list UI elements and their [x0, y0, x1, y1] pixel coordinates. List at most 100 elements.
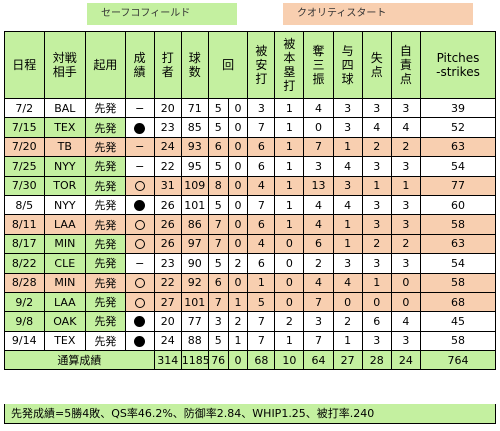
header-hits: 被安打: [247, 31, 276, 99]
loss-dot-icon: [134, 122, 146, 134]
game-walks: 4: [332, 156, 363, 177]
game-date: 7/25: [4, 156, 45, 177]
header-innings: 回: [207, 31, 249, 99]
game-earned-runs: 2: [390, 136, 421, 158]
header-earned-runs: 自責点: [390, 31, 421, 99]
game-result: [124, 214, 155, 235]
game-runs: 3: [361, 194, 392, 216]
game-pitches: 92: [180, 272, 209, 293]
game-date: 7/15: [4, 117, 45, 138]
pitching-log-table: 日程 対戦 相手 起用 成績 打者 球数 回 被安打 被本塁打 奪三振 与四球 失…: [4, 31, 497, 371]
game-walks: 1: [332, 233, 363, 255]
game-strikeouts: 6: [303, 233, 334, 255]
game-result: −: [124, 156, 155, 177]
game-role: 先発: [85, 311, 126, 332]
game-innings: 7: [207, 291, 229, 313]
game-hits: 7: [247, 117, 276, 138]
season-summary: 先発成績=5勝4敗、QS率46.2%、防御率2.84、WHIP1.25、被打率.…: [4, 404, 496, 424]
game-innings-fraction: 1: [227, 330, 249, 352]
game-pitches: 85: [180, 117, 209, 138]
header-role: 起用: [85, 31, 126, 99]
game-innings: 8: [207, 175, 229, 196]
game-role: 先発: [85, 291, 126, 313]
game-walks: 3: [332, 117, 363, 138]
game-innings: 6: [207, 272, 229, 293]
game-strikeouts: 4: [303, 97, 334, 119]
game-role: 先発: [85, 272, 126, 293]
game-home-runs: 0: [274, 291, 305, 313]
game-batters: 20: [153, 311, 182, 332]
game-walks: 1: [332, 214, 363, 235]
header-pitches-strikes: Pitches -strikes: [419, 31, 497, 99]
game-row: 8/17 MIN 先発 26 97 7 0 4 0 6 1 2 2 63: [4, 233, 497, 255]
game-role: 先発: [85, 330, 126, 352]
game-batters: 27: [153, 291, 182, 313]
game-row: 8/28 MIN 先発 22 92 6 0 1 0 4 4 1 0 58: [4, 272, 497, 293]
totals-innings: 76: [207, 350, 229, 371]
no-decision-dash-icon: −: [135, 101, 145, 115]
game-earned-runs: 3: [390, 253, 421, 274]
game-result: −: [124, 136, 155, 158]
totals-label: 通算成績: [4, 350, 155, 371]
game-runs: 1: [361, 175, 392, 196]
game-earned-runs: 4: [390, 311, 421, 332]
loss-dot-icon: [134, 335, 146, 347]
win-circle-icon: [134, 278, 145, 289]
game-walks: 1: [332, 136, 363, 158]
totals-hits: 68: [247, 350, 276, 371]
game-earned-runs: 0: [390, 272, 421, 293]
game-row: 7/25 NYY 先発 −22 95 5 0 6 1 3 4 3 3 54: [4, 156, 497, 177]
game-pitches-strikes: 68: [419, 291, 497, 313]
game-result: [124, 175, 155, 196]
game-role: 先発: [85, 253, 126, 274]
game-date: 8/5: [4, 194, 45, 216]
game-strikeouts: 3: [303, 311, 334, 332]
game-innings: 5: [207, 330, 229, 352]
legend-quality-start: クオリティスタート: [283, 3, 473, 25]
game-date: 8/17: [4, 233, 45, 255]
game-result: [124, 233, 155, 255]
game-result: [124, 291, 155, 313]
game-pitches: 109: [180, 175, 209, 196]
game-date: 9/2: [4, 291, 45, 313]
game-date: 9/14: [4, 330, 45, 352]
game-opponent: LAA: [43, 291, 87, 313]
game-opponent: CLE: [43, 253, 87, 274]
game-runs: 4: [361, 117, 392, 138]
game-strikeouts: 0: [303, 117, 334, 138]
game-hits: 7: [247, 330, 276, 352]
game-runs: 1: [361, 272, 392, 293]
game-strikeouts: 2: [303, 253, 334, 274]
game-row: 9/2 LAA 先発 27 101 7 1 5 0 7 0 0 0 68: [4, 291, 497, 313]
game-strikeouts: 4: [303, 272, 334, 293]
game-innings-fraction: 1: [227, 291, 249, 313]
game-opponent: NYY: [43, 156, 87, 177]
totals-strikeouts: 64: [303, 350, 334, 371]
totals-innings-fraction: 0: [227, 350, 249, 371]
game-pitches-strikes: 52: [419, 117, 497, 138]
game-innings-fraction: 0: [227, 233, 249, 255]
game-date: 7/20: [4, 136, 45, 158]
game-hits: 6: [247, 253, 276, 274]
game-earned-runs: 2: [390, 233, 421, 255]
game-result: [124, 194, 155, 216]
game-earned-runs: 4: [390, 117, 421, 138]
game-walks: 0: [332, 291, 363, 313]
game-innings-fraction: 0: [227, 214, 249, 235]
game-date: 8/28: [4, 272, 45, 293]
game-innings: 7: [207, 214, 229, 235]
game-pitches: 95: [180, 156, 209, 177]
header-date: 日程: [4, 31, 45, 99]
totals-runs: 28: [361, 350, 392, 371]
game-strikeouts: 7: [303, 291, 334, 313]
game-pitches: 71: [180, 97, 209, 119]
game-home-runs: 1: [274, 194, 305, 216]
header-home-runs: 被本塁打: [274, 31, 305, 99]
game-opponent: OAK: [43, 311, 87, 332]
totals-walks: 27: [332, 350, 363, 371]
game-pitches: 101: [180, 291, 209, 313]
game-walks: 1: [332, 330, 363, 352]
game-home-runs: 0: [274, 233, 305, 255]
header-row: 日程 対戦 相手 起用 成績 打者 球数 回 被安打 被本塁打 奪三振 与四球 失…: [4, 31, 497, 99]
game-innings-fraction: 0: [227, 156, 249, 177]
